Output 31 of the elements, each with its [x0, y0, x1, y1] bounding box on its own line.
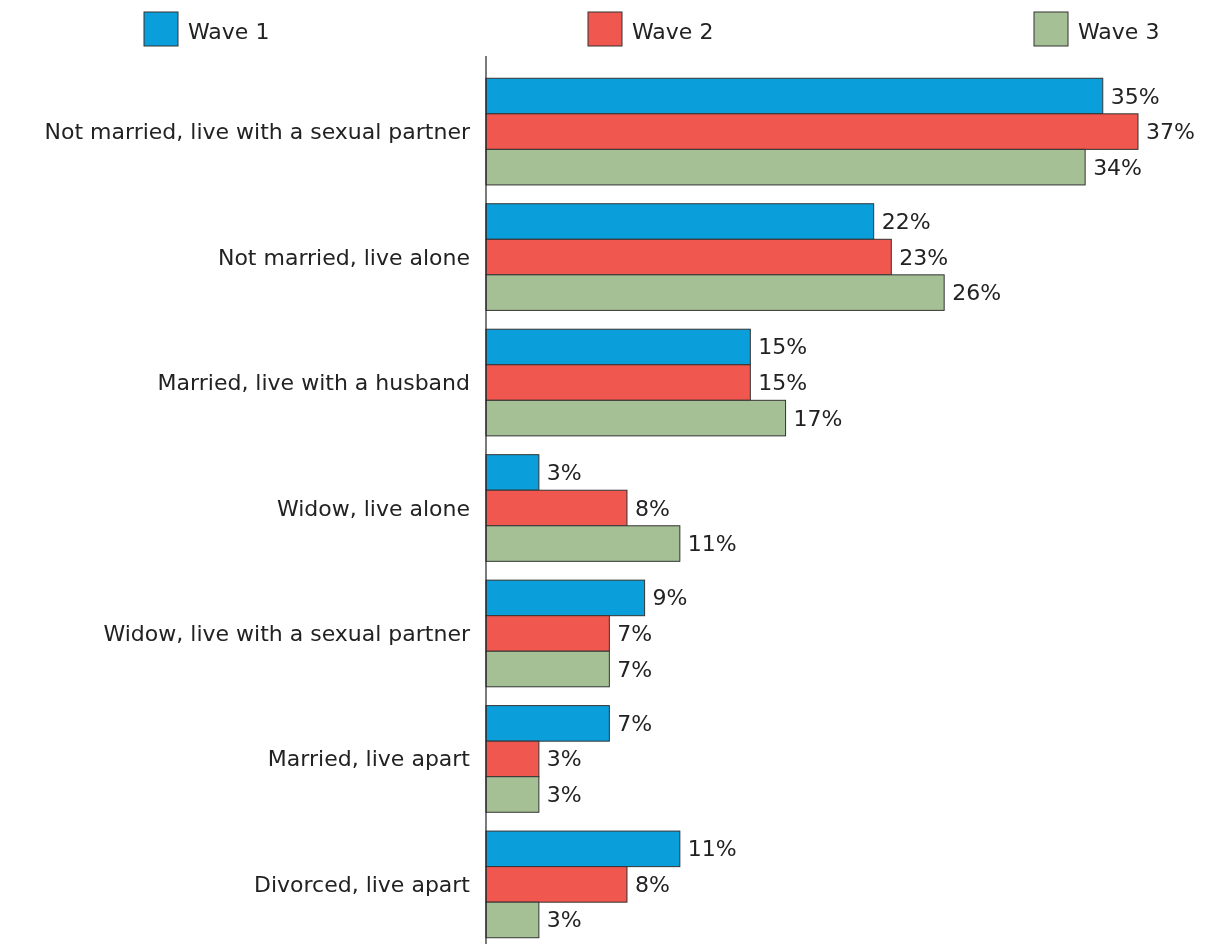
y-tick-label: Not married, live with a sexual partner — [44, 119, 471, 145]
legend-label: Wave 2 — [632, 18, 714, 44]
data-label: 9% — [652, 585, 688, 611]
data-label: 23% — [899, 244, 949, 270]
data-label: 11% — [687, 836, 737, 862]
y-tick-label: Not married, live alone — [217, 244, 470, 270]
legend-label: Wave 1 — [188, 18, 270, 44]
data-label: 3% — [546, 781, 582, 807]
data-label: 7% — [617, 710, 653, 736]
y-tick-label: Widow, live alone — [276, 495, 470, 521]
data-label: 3% — [546, 459, 582, 485]
data-label: 35% — [1110, 83, 1160, 109]
legend-label: Wave 3 — [1078, 18, 1160, 44]
y-tick-label: Married, live apart — [267, 746, 471, 772]
data-label: 7% — [617, 656, 653, 682]
data-label: 26% — [952, 280, 1002, 306]
y-tick-label: Divorced, live apart — [253, 871, 471, 897]
y-tick-label: Married, live with a husband — [157, 370, 470, 396]
y-tick-label: Widow, live with a sexual partner — [103, 620, 471, 646]
data-label: 8% — [634, 495, 670, 521]
data-label: 3% — [546, 907, 582, 933]
data-label: 7% — [617, 620, 653, 646]
data-label: 3% — [546, 746, 582, 772]
data-label: 34% — [1093, 154, 1143, 180]
data-label: 22% — [881, 209, 931, 235]
data-label: 8% — [634, 871, 670, 897]
data-label: 15% — [758, 370, 808, 396]
data-label: 11% — [687, 531, 737, 557]
data-label: 37% — [1146, 119, 1195, 145]
data-label: 15% — [758, 334, 808, 360]
data-label: 17% — [793, 405, 843, 431]
